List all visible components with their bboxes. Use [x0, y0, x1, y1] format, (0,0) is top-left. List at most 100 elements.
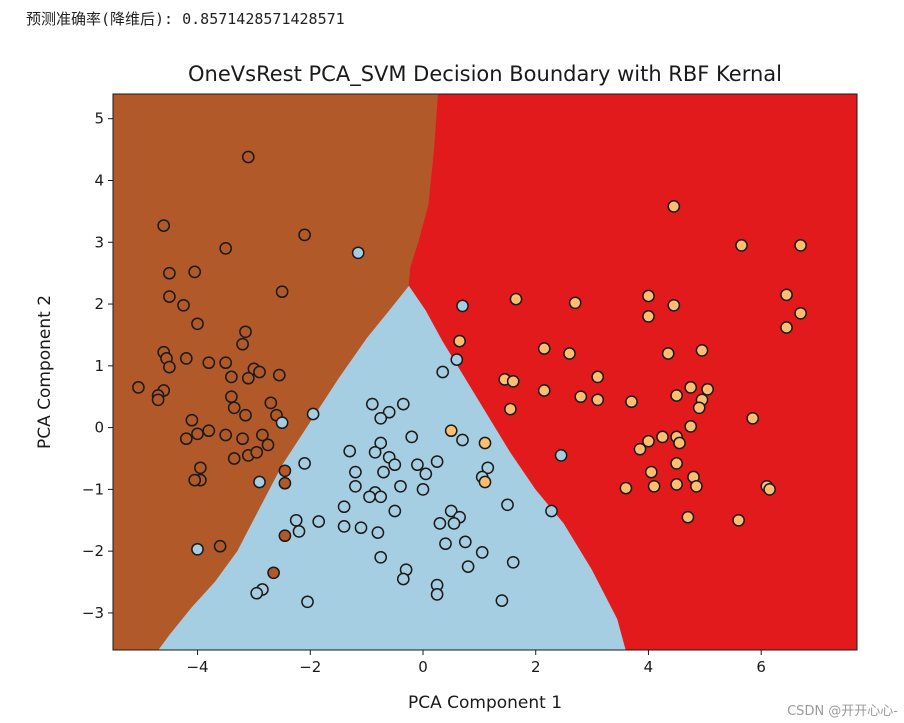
point-class-0: [202, 356, 216, 370]
point-class-2: [453, 334, 466, 348]
x-tick-label: 2: [531, 658, 541, 676]
watermark: CSDN @开开心心-: [787, 704, 898, 719]
point-class-0: [241, 371, 255, 385]
y-tick-label: 1: [94, 357, 104, 375]
y-tick-label: 0: [94, 419, 104, 437]
point-class-2: [763, 483, 776, 496]
point-class-2: [642, 434, 655, 448]
point-class-2: [732, 513, 745, 527]
point-class-0: [188, 473, 202, 487]
point-class-1: [337, 500, 351, 514]
point-class-1: [374, 490, 388, 504]
point-class-2: [692, 401, 706, 415]
point-class-1: [388, 458, 402, 472]
point-class-1: [312, 515, 326, 528]
point-class-2: [574, 390, 588, 404]
point-class-0: [241, 150, 255, 164]
y-tick-label: 4: [94, 171, 104, 189]
point-class-2: [670, 389, 683, 402]
point-class-1: [289, 513, 303, 527]
point-class-1: [447, 517, 461, 530]
y-tick-label: −3: [82, 604, 104, 622]
point-class-1: [337, 520, 351, 533]
point-class-0: [278, 476, 292, 490]
point-class-2: [647, 479, 661, 493]
point-class-1: [191, 542, 204, 556]
point-class-1: [374, 411, 388, 425]
point-class-1: [430, 588, 444, 601]
point-class-1: [388, 504, 402, 518]
point-class-2: [642, 310, 655, 323]
y-tick-label: −1: [82, 480, 104, 498]
point-class-1: [371, 526, 385, 539]
point-class-0: [227, 401, 241, 415]
point-class-0: [225, 370, 238, 384]
plot-area: [112, 93, 858, 651]
point-class-1: [301, 595, 314, 609]
point-class-2: [568, 296, 582, 310]
point-class-2: [794, 239, 807, 252]
point-class-0: [179, 352, 193, 365]
x-tick-label: −2: [299, 658, 321, 676]
point-class-1: [450, 353, 464, 366]
point-class-0: [236, 337, 249, 351]
point-class-1: [306, 407, 320, 421]
point-class-0: [219, 428, 233, 442]
point-class-2: [478, 436, 492, 450]
point-class-0: [194, 461, 207, 475]
point-class-0: [179, 432, 193, 446]
point-class-0: [239, 325, 252, 339]
y-tick-label: 3: [94, 233, 104, 251]
point-class-1: [343, 444, 357, 458]
point-class-1: [351, 246, 365, 260]
point-class-1: [461, 560, 475, 573]
point-class-0: [253, 365, 266, 379]
point-class-2: [690, 479, 703, 493]
point-class-1: [298, 457, 311, 470]
point-class-2: [684, 420, 698, 433]
point-class-1: [349, 465, 362, 479]
point-class-1: [354, 521, 368, 535]
point-class-0: [151, 393, 165, 407]
point-class-1: [292, 525, 306, 538]
point-class-2: [644, 465, 658, 479]
point-class-2: [780, 321, 793, 334]
decision-region-class-2-region: [408, 94, 857, 650]
point-class-2: [780, 288, 793, 302]
point-class-1: [377, 465, 390, 479]
point-class-1: [436, 365, 450, 379]
point-class-2: [563, 347, 576, 360]
point-class-0: [267, 566, 280, 580]
point-class-0: [191, 317, 204, 331]
point-class-1: [374, 436, 388, 450]
point-class-0: [219, 242, 233, 255]
point-class-1: [374, 550, 388, 564]
point-class-1: [475, 546, 489, 559]
y-axis-label: PCA Component 2: [35, 295, 55, 449]
point-class-0: [236, 432, 249, 446]
point-class-1: [554, 449, 568, 462]
point-class-0: [278, 529, 292, 543]
point-class-0: [256, 428, 269, 442]
point-class-1: [411, 458, 424, 472]
point-class-1: [481, 461, 495, 475]
point-class-2: [794, 306, 807, 320]
point-class-0: [202, 424, 216, 438]
x-tick-label: 4: [644, 658, 654, 676]
x-tick-label: 0: [418, 658, 428, 676]
point-class-2: [642, 289, 655, 303]
point-class-2: [656, 430, 669, 444]
point-class-2: [591, 370, 605, 384]
point-class-1: [433, 517, 447, 530]
accuracy-output: 预测准确率(降维后): 0.8571428571428571: [26, 10, 345, 28]
data-points: [132, 150, 807, 609]
point-class-1: [253, 475, 266, 489]
point-class-0: [275, 285, 289, 299]
point-class-1: [456, 299, 469, 313]
y-tick-label: −2: [82, 542, 104, 560]
point-class-0: [261, 438, 275, 452]
y-axis-ticks: −3 −2 −1 0 1 2 3 4 5: [82, 110, 113, 622]
point-class-1: [416, 483, 430, 496]
point-class-2: [684, 381, 698, 394]
point-class-2: [661, 347, 675, 360]
